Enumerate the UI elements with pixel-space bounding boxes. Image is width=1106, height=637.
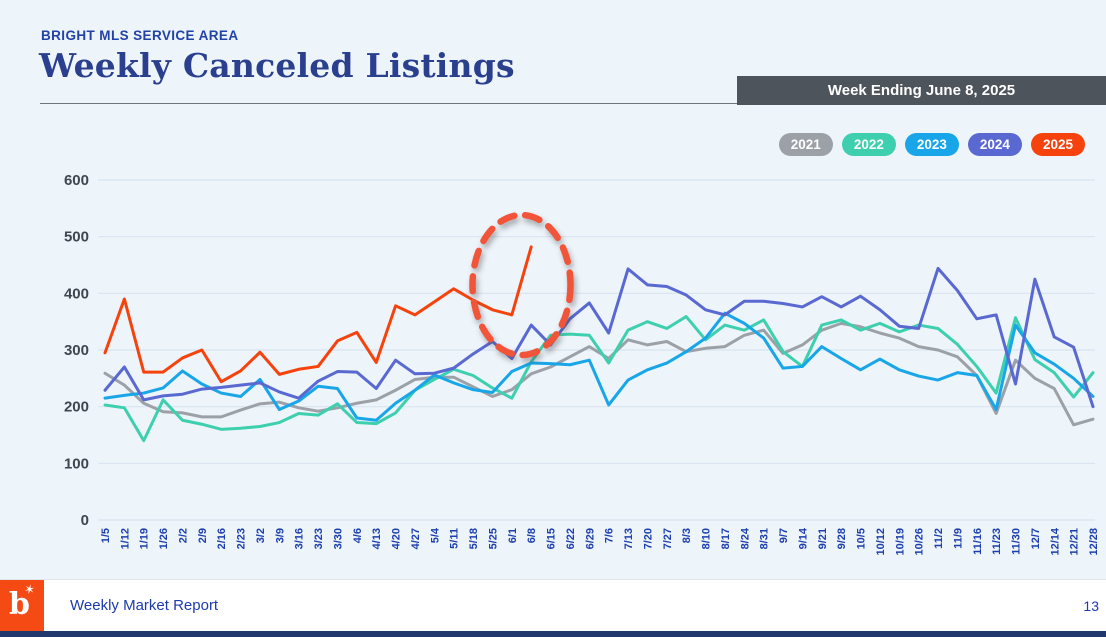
x-tick-label: 7/20: [642, 528, 654, 549]
legend-pill-2021: 2021: [778, 133, 833, 156]
x-tick-label: 2/9: [197, 528, 209, 543]
x-tick-label: 8/10: [701, 528, 713, 549]
y-tick-label: 200: [64, 399, 89, 416]
x-tick-label: 5/25: [487, 528, 499, 549]
legend-pill-2025: 2025: [1030, 133, 1085, 156]
x-tick-label: 12/21: [1069, 528, 1081, 556]
x-tick-label: 6/8: [526, 528, 538, 543]
x-tick-label: 6/29: [584, 528, 596, 549]
x-tick-label: 1/19: [139, 528, 151, 549]
service-area-eyebrow: BRIGHT MLS SERVICE AREA: [41, 28, 239, 43]
series-line-2022: [103, 315, 1095, 443]
x-tick-label: 3/9: [274, 528, 286, 543]
x-tick-label: 2/2: [177, 528, 189, 543]
x-tick-label: 9/28: [836, 528, 848, 549]
chart-legend: 2021 2022 2023 2024 2025: [778, 133, 1085, 156]
x-tick-label: 3/30: [332, 528, 344, 549]
x-tick-label: 4/20: [391, 528, 403, 549]
sparkle-icon: ✶: [22, 581, 37, 598]
x-tick-label: 11/2: [933, 528, 945, 549]
footer: b ✶ Weekly Market Report 13: [0, 579, 1106, 631]
report-name: Weekly Market Report: [70, 597, 219, 614]
x-tick-label: 11/9: [952, 528, 964, 549]
x-tick-label: 3/16: [294, 528, 306, 549]
y-tick-label: 500: [64, 229, 89, 246]
series-line-2025: [103, 245, 533, 384]
x-tick-label: 10/26: [914, 528, 926, 556]
x-tick-label: 4/13: [371, 528, 383, 549]
y-tick-label: 400: [64, 285, 89, 302]
y-tick-label: 300: [64, 342, 89, 359]
x-tick-label: 3/23: [313, 528, 325, 549]
x-tick-label: 4/6: [352, 528, 364, 543]
x-tick-label: 3/2: [255, 528, 267, 543]
x-tick-label: 5/4: [429, 527, 441, 543]
x-tick-label: 7/13: [623, 528, 635, 549]
x-tick-label: 12/14: [1049, 527, 1061, 555]
x-tick-label: 8/24: [739, 527, 751, 549]
x-tick-label: 10/12: [875, 528, 887, 556]
legend-pill-2023: 2023: [904, 133, 959, 156]
page-number: 13: [1083, 597, 1099, 614]
x-tick-label: 6/1: [507, 528, 519, 543]
x-tick-label: 9/7: [778, 528, 790, 543]
x-tick-label: 5/18: [468, 528, 480, 549]
y-tick-label: 100: [64, 455, 89, 472]
bottom-bar: [0, 631, 1106, 637]
series-line-2023: [103, 311, 1095, 422]
x-tick-label: 5/11: [449, 528, 461, 549]
x-tick-label: 9/14: [797, 527, 809, 549]
x-tick-label: 11/30: [1011, 528, 1023, 555]
x-tick-label: 6/22: [565, 528, 577, 549]
x-tick-label: 11/16: [972, 528, 984, 555]
x-tick-label: 12/7: [1030, 528, 1042, 549]
x-tick-label: 1/12: [119, 528, 131, 549]
x-tick-label: 2/16: [216, 528, 228, 549]
x-tick-label: 7/6: [604, 528, 616, 543]
series-line-2024: [103, 266, 1095, 409]
title-rule: [40, 103, 1106, 104]
x-tick-label: 1/26: [158, 528, 170, 549]
x-tick-label: 7/27: [662, 528, 674, 549]
x-tick-label: 9/21: [817, 528, 829, 549]
annotation-circle: [469, 211, 574, 359]
legend-pill-2022: 2022: [841, 133, 896, 156]
week-ending-banner: Week Ending June 8, 2025: [737, 76, 1106, 105]
x-tick-label: 6/15: [546, 528, 558, 549]
x-tick-label: 11/23: [991, 528, 1003, 555]
x-tick-label: 4/27: [410, 528, 422, 549]
x-tick-label: 8/31: [759, 528, 771, 549]
logo-letter: b: [9, 587, 30, 622]
brightmls-logo: b ✶: [0, 580, 44, 631]
page-title: Weekly Canceled Listings: [39, 46, 515, 85]
x-tick-label: 1/5: [100, 528, 112, 543]
x-tick-label: 10/5: [856, 528, 868, 549]
y-tick-label: 600: [64, 172, 89, 189]
x-tick-label: 10/19: [894, 528, 906, 556]
x-tick-label: 8/17: [720, 528, 732, 549]
x-tick-label: 2/23: [236, 528, 248, 549]
legend-pill-2024: 2024: [967, 133, 1022, 156]
y-tick-label: 0: [81, 512, 89, 529]
x-tick-label: 12/28: [1088, 528, 1100, 556]
x-tick-label: 8/3: [681, 528, 693, 543]
series-line-2021: [103, 321, 1095, 427]
